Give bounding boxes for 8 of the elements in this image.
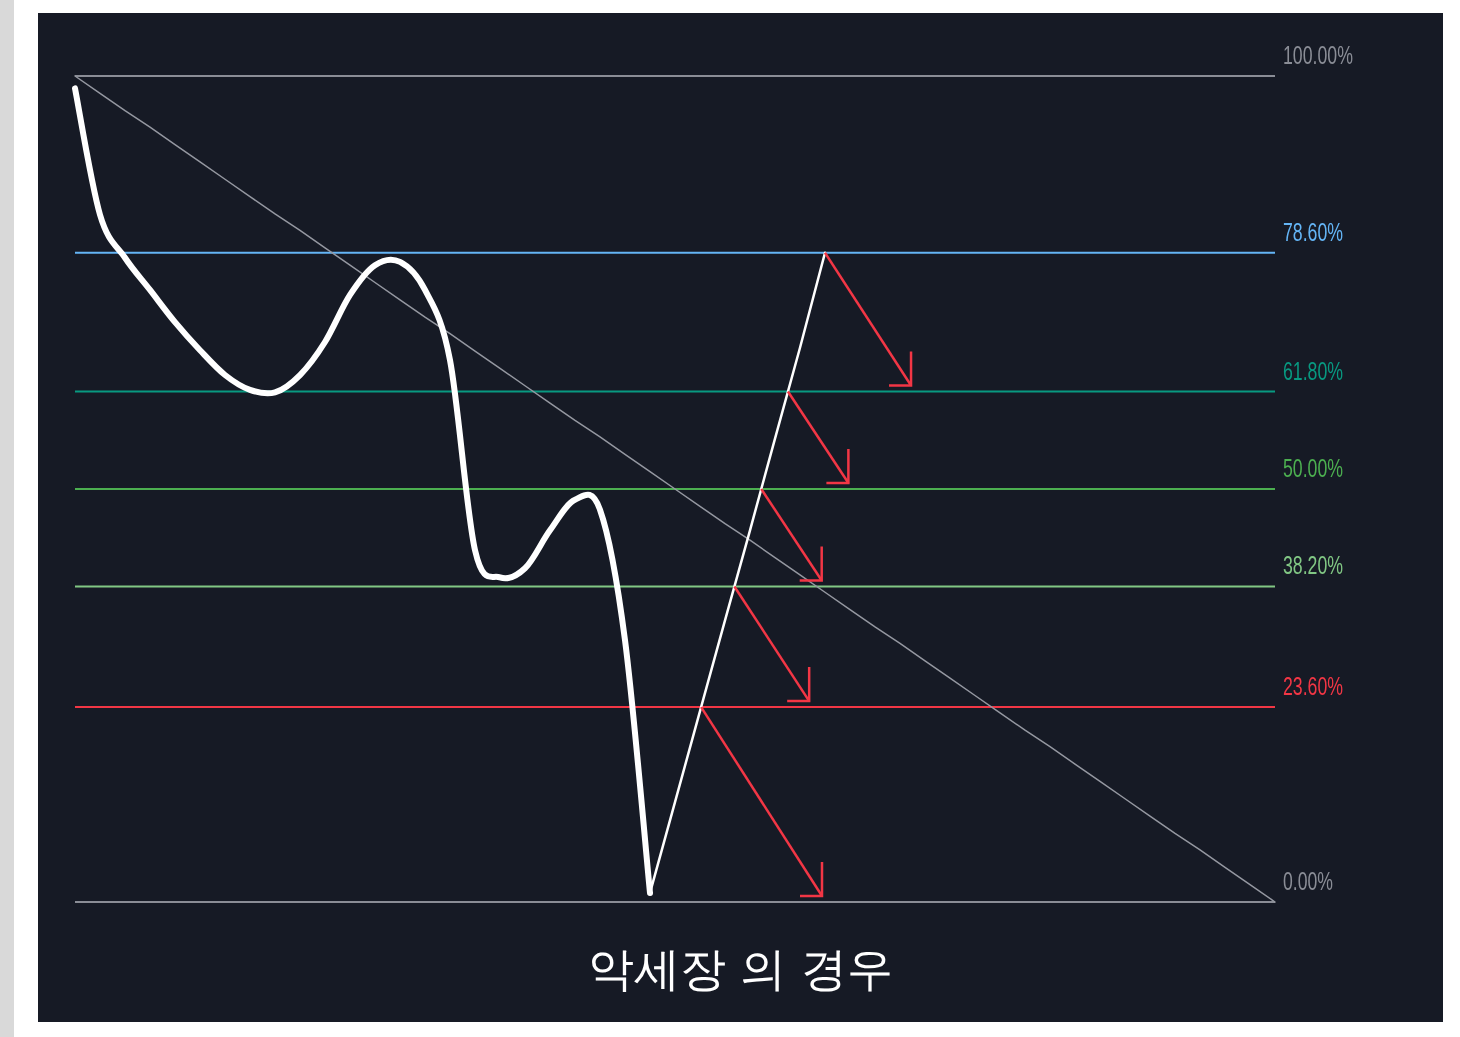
y-tick-label: 61.80% — [1283, 356, 1368, 385]
y-tick-label: 38.20% — [1283, 551, 1368, 580]
y-tick-label: 50.00% — [1283, 454, 1368, 482]
y-tick-label: 0.00% — [1283, 867, 1354, 895]
y-tick-label: 78.60% — [1283, 217, 1368, 246]
text: 악세장 의 경우 — [587, 942, 894, 996]
y-tick-label: 100.00% — [1283, 41, 1382, 69]
y-tick-label: 23.60% — [1283, 672, 1368, 701]
